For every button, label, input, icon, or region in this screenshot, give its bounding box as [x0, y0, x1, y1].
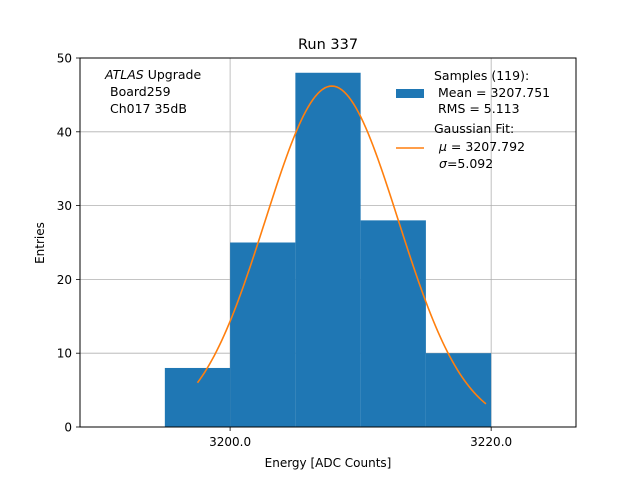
- legend-samples-rms: RMS = 5.113: [434, 101, 520, 116]
- histogram-bar: [295, 72, 361, 427]
- y-tick-label: 30: [57, 199, 72, 213]
- histogram-bar: [164, 367, 231, 427]
- y-axis-ticks: 0 10 20 30 40 50: [57, 52, 80, 435]
- y-tick-label: 10: [57, 347, 72, 361]
- legend-samples-mean: Mean = 3207.751: [434, 85, 550, 100]
- x-tick-label: 3220.0: [470, 435, 512, 449]
- histogram-bar: [425, 353, 492, 427]
- plot-frame: [79, 57, 577, 428]
- chart-title: Run 337: [298, 37, 358, 53]
- mu-value: = 3207.792: [447, 139, 525, 154]
- gaussian-fit-curve: [196, 85, 487, 405]
- y-tick-label: 50: [57, 52, 72, 66]
- mu-symbol: μ: [438, 139, 447, 154]
- x-axis-ticks: 3200.0 3220.0: [209, 427, 512, 449]
- legend-fit-title: Gaussian Fit:: [434, 121, 514, 136]
- histogram-bars: [164, 72, 492, 427]
- experiment-annotation: ATLAS Upgrade Board259 Ch017 35dB: [104, 67, 201, 116]
- sigma-symbol: σ: [439, 156, 448, 171]
- y-tick-label: 40: [57, 125, 72, 139]
- legend-fit-sigma: σ=5.092: [439, 156, 493, 171]
- board-label: Board259: [110, 84, 171, 99]
- y-axis-label: Entries: [33, 222, 47, 264]
- channel-label: Ch017 35dB: [110, 101, 187, 116]
- legend: Samples (119): Mean = 3207.751 RMS = 5.1…: [396, 68, 550, 171]
- histogram-bar: [360, 220, 426, 427]
- legend-fit-mu: μ = 3207.792: [438, 139, 525, 154]
- x-axis-label: Energy [ADC Counts]: [265, 456, 392, 470]
- sigma-value: =5.092: [447, 156, 493, 171]
- y-tick-label: 0: [64, 421, 72, 435]
- atlas-label: ATLAS: [104, 67, 144, 82]
- svg-text:ATLAS Upgrade: ATLAS Upgrade: [104, 67, 201, 82]
- legend-samples-title: Samples (119):: [434, 68, 529, 83]
- x-tick-label: 3200.0: [209, 435, 251, 449]
- histogram-bar: [230, 242, 296, 427]
- upgrade-label: Upgrade: [144, 67, 202, 82]
- legend-samples-swatch: [396, 89, 424, 98]
- y-tick-label: 20: [57, 273, 72, 287]
